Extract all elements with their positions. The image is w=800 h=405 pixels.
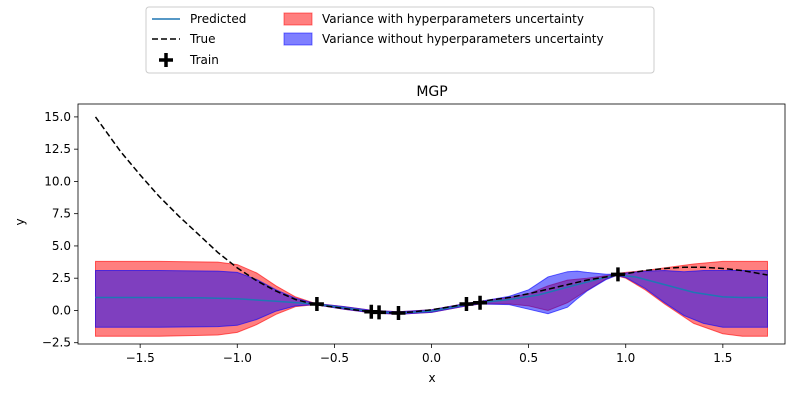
band-variance-without-hyperparameters-uncertainty <box>95 269 768 328</box>
y-axis-label: y <box>13 218 27 225</box>
legend-label: Variance with hyperparameters uncertaint… <box>322 12 584 26</box>
y-tick-label: 10.0 <box>44 174 71 188</box>
x-axis-label: x <box>428 371 435 385</box>
x-tick-label: −0.5 <box>320 351 349 365</box>
legend: Predicted True Train Variance with hyperpar… <box>145 6 655 74</box>
y-tick-label: 5.0 <box>52 239 71 253</box>
train-markers <box>309 267 625 321</box>
x-tick-label: 1.0 <box>616 351 635 365</box>
train-point <box>610 267 625 282</box>
train-point <box>309 297 324 311</box>
x-tick-label: −1.5 <box>126 351 155 365</box>
y-tick-label: −2.5 <box>42 336 71 350</box>
train-point <box>372 305 387 320</box>
x-tick-label: 0.0 <box>422 351 441 365</box>
x-axis: −1.5 −1.0 −0.5 0.0 0.5 1.0 1.5 <box>126 344 732 365</box>
legend-item-true: True <box>152 32 216 46</box>
y-tick-label: 7.5 <box>52 207 71 221</box>
legend-item-variance-without-hyperparameters-uncertainty: Variance without hyperparameters uncerta… <box>283 32 604 46</box>
x-tick-label: 0.5 <box>519 351 538 365</box>
x-tick-label: −1.0 <box>223 351 252 365</box>
plot-area <box>77 103 786 345</box>
y-axis: −2.5 0.0 2.5 5.0 7.5 10.0 12.5 15.0 <box>42 110 78 350</box>
legend-label: Train <box>189 53 219 67</box>
y-tick-label: 15.0 <box>44 110 71 124</box>
y-tick-label: 0.0 <box>52 303 71 317</box>
y-tick-label: 12.5 <box>44 142 71 156</box>
x-tick-label: 1.5 <box>713 351 732 365</box>
legend-swatch <box>283 12 313 26</box>
legend-item-variance-with-hyperparameters-uncertainty: Variance with hyperparameters uncertaint… <box>283 12 584 26</box>
legend-item-train: Train <box>159 53 219 67</box>
legend-swatch <box>159 53 173 67</box>
series-line-true <box>94 116 768 314</box>
y-tick-label: 2.5 <box>52 271 71 285</box>
train-point <box>473 295 488 310</box>
legend-swatch <box>283 32 313 46</box>
legend-box <box>145 6 655 74</box>
legend-label: Predicted <box>190 12 246 26</box>
variance-bands <box>95 260 768 337</box>
train-point <box>459 297 474 311</box>
legend-item-predicted: Predicted <box>152 12 246 26</box>
chart-title: MGP <box>416 84 447 100</box>
legend-label: Variance without hyperparameters uncerta… <box>322 32 604 46</box>
legend-label: True <box>189 32 216 46</box>
train-point <box>391 306 406 321</box>
